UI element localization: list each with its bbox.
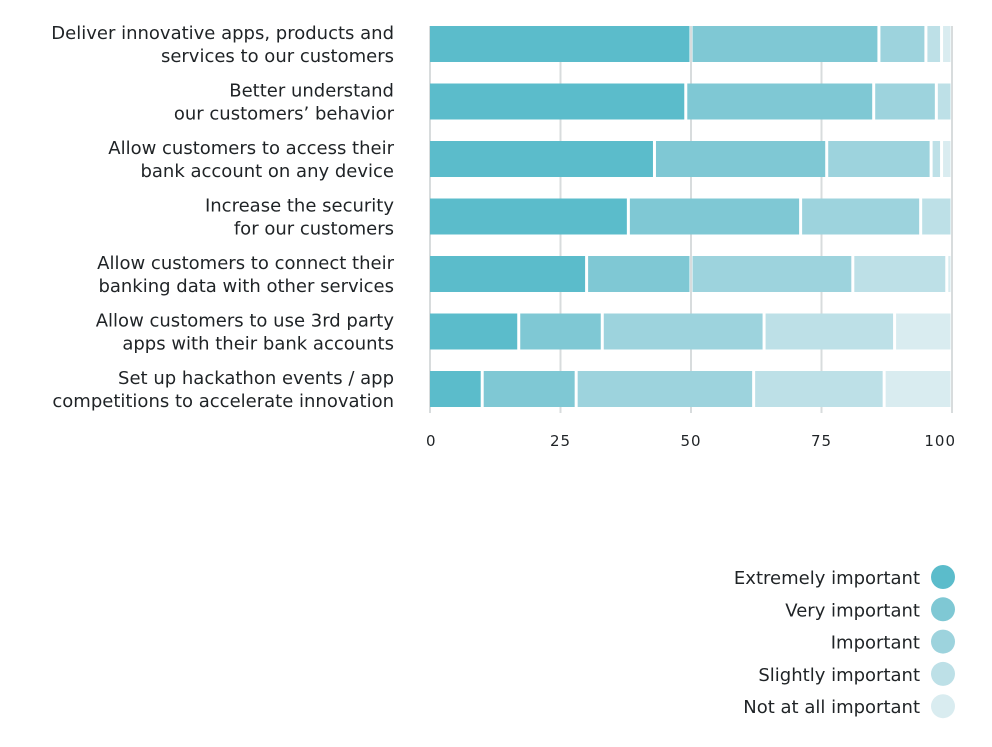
bar-segment-row5-slightly-important <box>854 256 946 292</box>
category-label-row1-line2: services to our customers <box>161 46 394 67</box>
category-label-row7-line1: Set up hackathon events / app <box>118 368 394 389</box>
bar-segment-row7-extremely-important <box>430 371 481 407</box>
x-axis-ticks: 0 25 50 75 100 <box>426 432 956 450</box>
legend-label-not-at-all-important: Not at all important <box>743 697 920 718</box>
bar-segment-row6-extremely-important <box>430 313 518 350</box>
x-tick-label-100: 100 <box>924 432 956 450</box>
legend-swatch-extremely-important <box>931 565 955 589</box>
bar-segment-row1-extremely-important <box>430 26 690 62</box>
legend-swatch-important <box>931 629 955 654</box>
bar-segment-row1-very-important <box>692 26 878 62</box>
legend-label-slightly-important: Slightly important <box>758 665 920 686</box>
bar-segment-row5-not-at-all-important <box>948 256 951 292</box>
bar-segment-row5-important <box>692 256 852 292</box>
legend-label-important: Important <box>831 633 920 654</box>
bar-segment-row7-not-at-all-important <box>885 371 951 407</box>
category-label-row5-line1: Allow customers to connect their <box>97 253 394 274</box>
bar-segment-row1-slightly-important <box>927 26 941 62</box>
bar-segment-row1-important <box>880 26 925 62</box>
category-label-row3-line1: Allow customers to access their <box>108 138 394 159</box>
bar-segment-row1-not-at-all-important <box>943 26 951 62</box>
bar-segment-row6-slightly-important <box>765 313 894 350</box>
legend-swatch-slightly-important <box>931 661 955 686</box>
x-tick-label-75: 75 <box>811 432 832 450</box>
bar-segment-row4-very-important <box>629 198 800 235</box>
category-label-row6-line2: apps with their bank accounts <box>122 334 394 355</box>
bar-segment-row3-very-important <box>655 141 826 177</box>
bar-segment-row2-important <box>875 83 935 120</box>
bar-segment-row4-slightly-important <box>922 198 951 235</box>
bar-segment-row5-extremely-important <box>430 256 586 292</box>
category-label-row5-line2: banking data with other services <box>98 276 394 297</box>
legend-label-extremely-important: Extremely important <box>734 568 920 589</box>
bar-segment-row7-very-important <box>483 371 575 407</box>
category-label-row4-line1: Increase the security <box>205 196 394 217</box>
bar-segment-row4-important <box>802 198 920 235</box>
legend-label-very-important: Very important <box>785 600 920 621</box>
bar-segment-row5-very-important <box>588 256 690 292</box>
category-label-row7-line2: competitions to accelerate innovation <box>52 391 394 412</box>
bar-segment-row2-slightly-important <box>937 83 951 120</box>
bar-segment-row4-extremely-important <box>430 198 627 235</box>
x-tick-label-0: 0 <box>426 432 437 450</box>
bar-segment-row3-important <box>828 141 930 177</box>
x-tick-label-50: 50 <box>680 432 701 450</box>
category-label-row1-line1: Deliver innovative apps, products and <box>51 23 394 44</box>
bar-segment-row6-important <box>603 313 763 350</box>
bar-segment-row6-very-important <box>520 313 601 350</box>
category-label-row3-line2: bank account on any device <box>140 161 394 182</box>
x-tick-label-25: 25 <box>550 432 571 450</box>
bar-segment-row3-slightly-important <box>932 141 941 177</box>
bar-segment-row3-not-at-all-important <box>943 141 951 177</box>
bar-segment-row3-extremely-important <box>430 141 653 177</box>
category-label-row6-line1: Allow customers to use 3rd party <box>96 311 395 332</box>
category-labels: Deliver innovative apps, products andser… <box>51 23 394 412</box>
category-label-row4-line2: for our customers <box>234 219 394 240</box>
bar-segment-row7-slightly-important <box>755 371 883 407</box>
legend-swatch-very-important <box>931 597 955 622</box>
bar-segment-row6-not-at-all-important <box>896 313 951 350</box>
legend-swatch-not-at-all-important <box>931 694 955 719</box>
bar-segment-row7-important <box>577 371 753 407</box>
category-label-row2-line2: our customers’ behavior <box>174 104 395 125</box>
bar-segment-row2-very-important <box>687 83 873 120</box>
category-label-row2-line1: Better understand <box>229 81 394 102</box>
legend: Extremely important Very important Importa… <box>734 565 955 719</box>
bar-segment-row2-extremely-important <box>430 83 685 120</box>
bars <box>430 26 951 407</box>
